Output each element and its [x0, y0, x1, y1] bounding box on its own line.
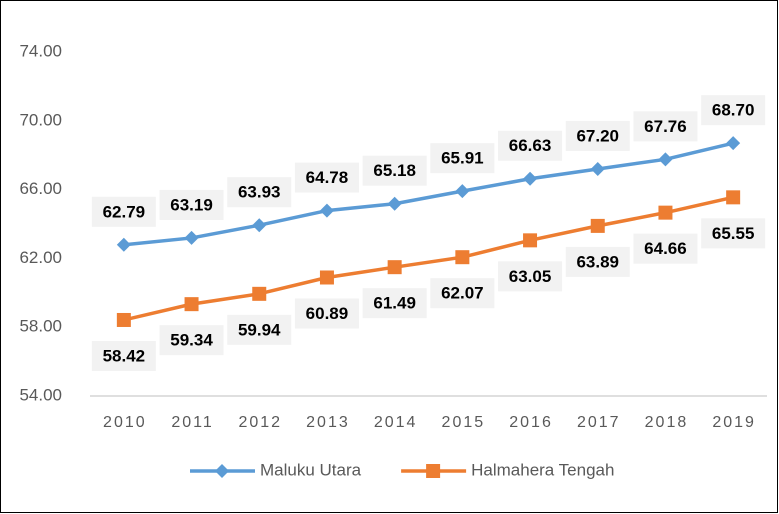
x-tick-label: 2018 [645, 414, 689, 431]
label-box [227, 177, 292, 208]
data-label: 61.49 [373, 294, 416, 313]
label-box [91, 340, 156, 371]
data-point [523, 233, 538, 248]
data-label: 60.89 [306, 304, 349, 323]
label-box [294, 298, 359, 329]
label-box [362, 288, 427, 319]
data-label: 58.42 [103, 346, 146, 365]
data-label: 63.93 [238, 183, 281, 202]
label-box [294, 162, 359, 193]
data-point [252, 286, 267, 301]
legend-label: Maluku Utara [260, 460, 362, 479]
label-box [430, 278, 495, 309]
legend-label: Halmahera Tengah [471, 460, 614, 479]
label-box [633, 111, 698, 142]
y-tick-label: 70.00 [19, 110, 62, 129]
data-point [658, 152, 673, 167]
data-label: 62.07 [441, 284, 484, 303]
data-label: 59.94 [238, 320, 281, 339]
x-tick-label: 2010 [103, 414, 147, 431]
data-label: 64.78 [306, 168, 349, 187]
y-tick-label: 66.00 [19, 179, 62, 198]
y-tick-label: 58.00 [19, 317, 62, 336]
label-box [362, 155, 427, 186]
data-point [455, 184, 470, 199]
y-tick-label: 54.00 [19, 385, 62, 404]
y-tick-label: 74.00 [19, 41, 62, 60]
data-point [116, 312, 131, 327]
legend-marker [426, 464, 441, 478]
x-tick-label: 2014 [374, 414, 418, 431]
series-line [123, 195, 734, 322]
x-tick-label: 2012 [238, 414, 282, 431]
label-box [498, 261, 563, 292]
data-point [523, 171, 538, 186]
data-label: 63.89 [576, 252, 619, 271]
label-box [701, 218, 766, 249]
data-label: 63.19 [170, 195, 213, 214]
label-box [633, 233, 698, 264]
label-box [565, 246, 630, 277]
y-tick-label: 62.00 [19, 248, 62, 267]
x-tick-label: 2015 [442, 414, 486, 431]
data-point [319, 270, 334, 285]
label-box [701, 95, 766, 126]
data-point [455, 250, 470, 265]
data-label: 67.76 [644, 117, 687, 136]
data-label: 65.18 [373, 161, 416, 180]
data-label: 65.55 [712, 224, 755, 243]
data-label: 67.20 [576, 126, 619, 145]
data-point [726, 190, 741, 205]
legend-marker [215, 464, 229, 478]
data-point [658, 205, 673, 220]
series-line [123, 141, 734, 247]
data-label: 68.70 [712, 101, 755, 120]
data-point [590, 218, 605, 233]
data-point [387, 196, 402, 211]
data-label: 62.79 [103, 202, 146, 221]
x-tick-label: 2016 [509, 414, 553, 431]
data-label: 65.91 [441, 149, 484, 168]
x-tick-label: 2019 [712, 414, 756, 431]
label-box [227, 314, 292, 345]
label-box [91, 196, 156, 227]
data-point [184, 297, 199, 312]
data-label: 63.05 [509, 267, 552, 286]
label-box [565, 120, 630, 151]
data-point [387, 260, 402, 275]
data-point [184, 230, 199, 245]
label-box [159, 325, 224, 356]
data-label: 66.63 [509, 136, 552, 155]
data-point [590, 161, 605, 176]
label-box [159, 189, 224, 220]
data-label: 64.66 [644, 239, 687, 258]
label-box [498, 130, 563, 161]
data-point [726, 136, 741, 151]
x-tick-label: 2011 [171, 414, 213, 431]
data-point [116, 237, 131, 252]
data-point [252, 218, 267, 233]
data-label: 59.34 [170, 331, 213, 350]
x-tick-label: 2017 [577, 414, 621, 431]
label-box [430, 143, 495, 174]
x-tick-label: 2013 [306, 414, 350, 431]
data-point [319, 203, 334, 218]
